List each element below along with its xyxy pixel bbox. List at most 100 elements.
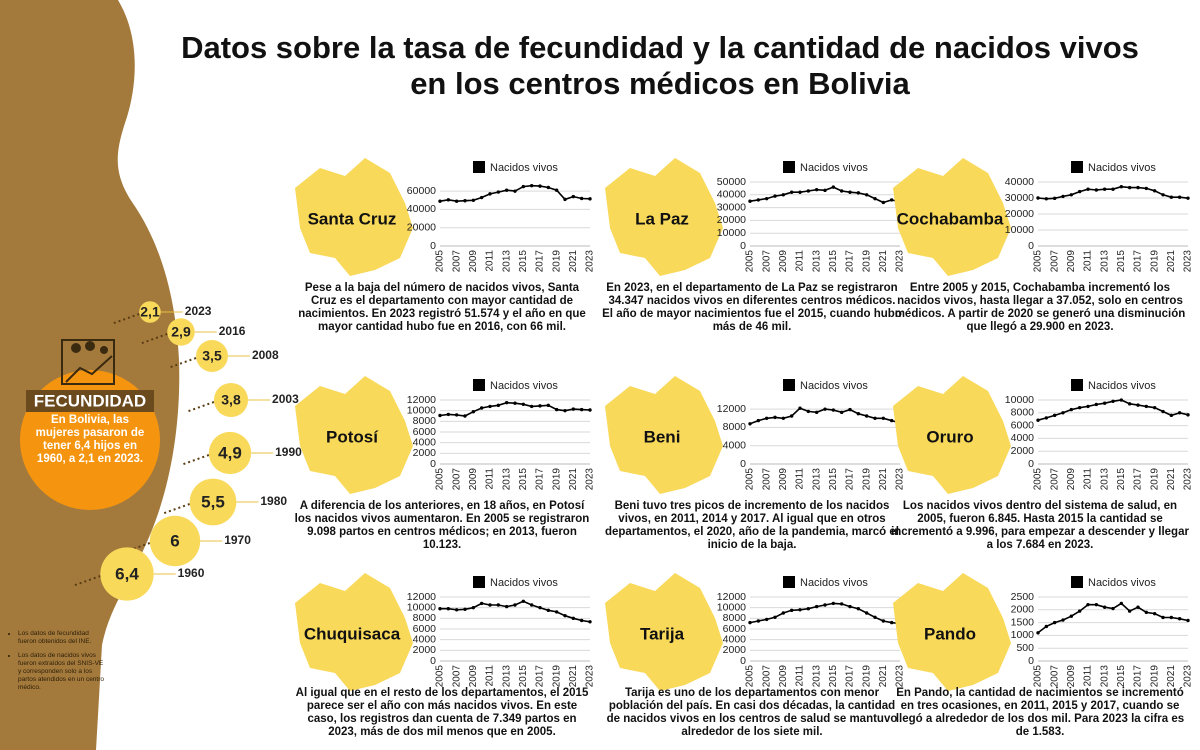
legend-swatch [473, 161, 485, 173]
point [764, 196, 769, 201]
y-tick-label: 4000 [1011, 432, 1035, 444]
x-tick-label: 2023 [585, 250, 596, 273]
point [546, 185, 551, 190]
x-tick-label: 2013 [501, 468, 512, 491]
x-tick-label: 2005 [1033, 468, 1044, 491]
note: Los datos de nacidos vivos fueron extraí… [18, 652, 108, 692]
point [1169, 195, 1174, 199]
x-tick-label: 2023 [585, 665, 596, 688]
x-tick-label: 2021 [1166, 250, 1177, 273]
series-line [439, 184, 591, 203]
point [1152, 405, 1157, 410]
y-tick-label: 0 [740, 655, 746, 667]
point [1152, 189, 1157, 193]
y-tick-label: 20000 [407, 221, 436, 233]
point [488, 192, 492, 196]
point [504, 188, 509, 192]
point [1102, 605, 1107, 609]
x-tick-label: 2021 [568, 665, 579, 688]
caption: En 2023, en el departamento de La Paz se… [602, 282, 902, 333]
point [1061, 411, 1065, 415]
rate-bubble [100, 547, 154, 601]
point [806, 607, 811, 611]
point [1094, 402, 1099, 407]
department-name: Potosí [326, 427, 379, 446]
y-tick-label: 8000 [723, 612, 747, 624]
department-map [295, 573, 413, 691]
y-tick-label: 6000 [413, 623, 437, 635]
y-tick-label: 12000 [407, 394, 436, 406]
x-tick-label: 2013 [1099, 250, 1110, 273]
caption: Al igual que en el resto de los departam… [295, 687, 589, 738]
point [546, 403, 551, 408]
rate-bubble [149, 515, 201, 567]
point [1144, 404, 1149, 409]
point [1169, 413, 1174, 418]
point [1161, 193, 1165, 197]
y-tick-label: 2000 [413, 644, 437, 656]
point [789, 608, 794, 613]
x-tick-label: 2007 [1049, 468, 1060, 491]
x-tick-label: 2013 [811, 665, 822, 688]
x-tick-label: 2019 [1149, 250, 1160, 273]
point [1102, 187, 1107, 191]
legend-label: Nacidos vivos [490, 577, 558, 589]
y-tick-label: 40000 [1005, 176, 1034, 188]
x-tick-label: 2023 [895, 250, 906, 273]
department-name: Pando [924, 624, 976, 643]
rate-bubble [139, 301, 161, 323]
point [446, 607, 451, 611]
x-tick-label: 2009 [468, 665, 479, 688]
x-tick-label: 2023 [585, 468, 596, 491]
department-map [893, 376, 1011, 494]
x-tick-label: 2019 [1149, 665, 1160, 688]
x-tick-label: 2019 [1149, 468, 1160, 491]
point [1061, 194, 1065, 199]
point [554, 407, 559, 412]
x-tick-label: 2011 [795, 665, 806, 687]
y-tick-label: 2000 [1011, 445, 1035, 457]
x-tick-label: 2023 [1183, 665, 1194, 688]
rate-label: 5,5 [201, 492, 225, 511]
y-tick-label: 8000 [723, 421, 747, 433]
point [839, 602, 844, 606]
point [538, 184, 542, 188]
point [1052, 196, 1057, 201]
rate-bubble [189, 478, 237, 526]
x-tick-label: 2011 [795, 250, 806, 272]
note: Los datos de fecundidad fueron obtenidos… [18, 630, 108, 646]
caption: A diferencia de los anteriores, en 18 añ… [294, 500, 590, 551]
point [1161, 409, 1165, 414]
caption: Pese a la baja del número de nacidos viv… [298, 282, 586, 333]
x-tick-label: 2019 [551, 665, 562, 688]
point [748, 199, 752, 203]
point [579, 407, 584, 412]
point [488, 404, 492, 409]
point [781, 416, 786, 420]
x-tick-label: 2005 [745, 665, 756, 688]
series-line [1037, 399, 1189, 421]
point [513, 401, 517, 405]
x-tick-label: 2007 [451, 468, 462, 491]
y-tick-label: 2000 [1011, 604, 1035, 616]
x-tick-label: 2021 [568, 250, 579, 273]
x-tick-label: 2009 [778, 250, 789, 273]
rate-label: 6,4 [115, 564, 139, 583]
point [856, 191, 861, 195]
legend-swatch [783, 161, 795, 173]
point [1094, 188, 1099, 192]
fertility-text: En Bolivia, las mujeres pasaron de tener… [35, 414, 145, 465]
point [1069, 614, 1074, 618]
x-tick-label: 2023 [1183, 468, 1194, 491]
caption: En Pando, la cantidad de nacimientos se … [895, 687, 1185, 738]
point [1086, 187, 1090, 191]
rate-label: 3,8 [221, 392, 241, 408]
point [814, 410, 819, 415]
rate-label: 3,5 [202, 348, 222, 364]
point [446, 412, 451, 417]
y-tick-label: 60000 [407, 185, 436, 197]
x-tick-label: 2007 [1049, 665, 1060, 688]
point [823, 407, 827, 411]
point [831, 185, 836, 189]
point [563, 197, 567, 202]
